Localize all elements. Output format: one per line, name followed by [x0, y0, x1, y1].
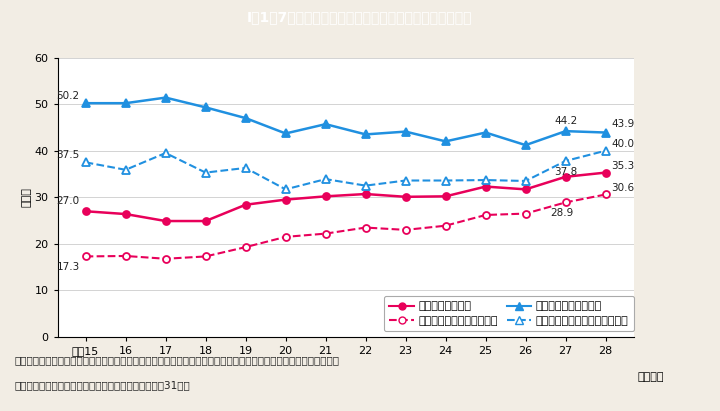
- Text: 28.9: 28.9: [550, 208, 573, 218]
- Text: I－1－7図　地方公務員採用者に占める女性の割合の推移: I－1－7図 地方公務員採用者に占める女性の割合の推移: [247, 10, 473, 25]
- Text: 44.2: 44.2: [554, 115, 577, 125]
- Legend: 都道府県（全体）, 都道府県（大学卒業程度）, 政令指定都市（全体）, 政令指定都市（大学卒業程度）: 都道府県（全体）, 都道府県（大学卒業程度）, 政令指定都市（全体）, 政令指定…: [384, 296, 634, 331]
- Text: （年度）: （年度）: [638, 372, 664, 382]
- Text: 50.2: 50.2: [56, 91, 80, 101]
- Text: 17.3: 17.3: [56, 262, 80, 272]
- Text: 43.9: 43.9: [611, 119, 635, 129]
- Text: 35.3: 35.3: [611, 161, 635, 171]
- Text: 40.0: 40.0: [611, 139, 634, 149]
- Text: （備考）１．内閣府「地方公共団体における男女共同参画社会の形成又は女性に関する施策の推進状況」より作成。: （備考）１．内閣府「地方公共団体における男女共同参画社会の形成又は女性に関する施…: [14, 356, 339, 365]
- Text: 27.0: 27.0: [56, 196, 80, 206]
- Text: 37.8: 37.8: [554, 166, 577, 177]
- Text: 37.5: 37.5: [56, 150, 80, 160]
- Text: ２．採用期間は，各年４月１日から翠年３月31日。: ２．採用期間は，各年４月１日から翠年３月31日。: [14, 380, 190, 390]
- Y-axis label: （％）: （％）: [22, 187, 32, 207]
- Text: 30.6: 30.6: [611, 183, 635, 193]
